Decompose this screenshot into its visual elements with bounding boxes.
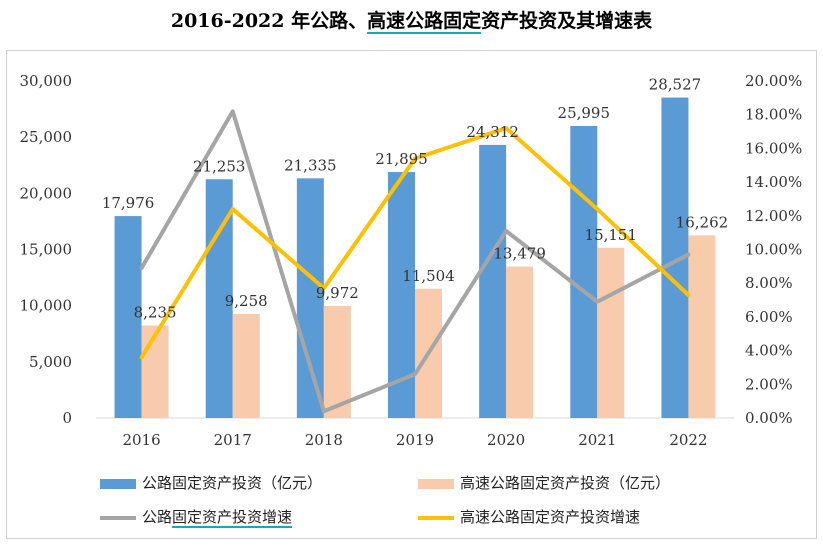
title-post: 资产投资及其增速表 [481,10,653,32]
y-right-tick-label: 8.00% [745,274,793,292]
bar-expressway-investment [506,266,534,418]
y-right-tick-label: 10.00% [745,241,802,259]
bar-expressway-investment [597,247,625,418]
data-label-expressway: 9,258 [225,292,268,310]
y-left-tick-label: 25,000 [20,128,73,146]
y-right-tick-label: 20.00% [745,72,802,90]
data-label-highway: 17,976 [102,194,155,212]
x-tick-label: 2019 [396,431,434,449]
y-right-tick-label: 2.00% [745,375,793,393]
data-label-highway: 21,253 [193,157,246,175]
legend-swatch-bar2 [418,478,454,489]
legend-line1: 公路固定资产投资增速 [100,506,293,528]
legend-line2: 高速公路固定资产投资增速 [418,506,640,527]
title-pre: 2016-2022 年公路、 [170,10,368,32]
data-label-expressway: 15,151 [585,226,638,244]
y-left-tick-label: 5,000 [29,353,72,371]
y-right-tick-label: 18.00% [745,106,802,124]
data-label-expressway: 13,479 [493,245,546,263]
x-tick-label: 2021 [578,431,616,449]
y-left-tick-label: 15,000 [20,241,73,259]
y-left-tick-label: 10,000 [20,297,73,315]
x-tick-label: 2016 [122,431,160,449]
legend-swatch-bar1 [100,478,136,489]
data-label-expressway: 8,235 [134,303,177,321]
data-label-highway: 28,527 [649,76,702,94]
x-tick-label: 2022 [669,431,707,449]
y-left-tick-label: 20,000 [20,184,73,202]
bar-highway-investment [296,178,324,418]
legend-bar1: 公路固定资产投资（亿元） [100,472,322,493]
x-tick-label: 2020 [487,431,525,449]
data-label-expressway: 9,972 [316,284,359,302]
data-label-highway: 24,312 [466,123,519,141]
bar-highway-investment [479,144,507,418]
y-right-tick-label: 4.00% [745,342,793,360]
y-right-tick-label: 6.00% [745,308,793,326]
bar-expressway-investment [323,305,351,418]
data-label-highway: 21,335 [284,156,337,174]
x-tick-label: 2017 [214,431,252,449]
bar-highway-investment [570,125,598,418]
legend-line1-pre: 公路 [142,508,173,526]
y-left-tick-label: 30,000 [20,72,73,90]
bar-highway-investment [114,216,142,418]
bar-expressway-investment [141,325,169,418]
legend-swatch-line1 [100,515,136,520]
y-right-tick-label: 14.00% [745,173,802,191]
data-label-expressway: 11,504 [402,267,455,285]
y-right-tick-label: 0.00% [745,409,793,427]
y-right-tick-label: 16.00% [745,139,802,157]
line-highway-growth [139,109,691,414]
legend-bar1-label: 公路固定资产投资（亿元） [142,474,323,492]
y-left-tick-label: 0 [62,409,72,427]
title-highlight: 高速公路固定 [367,10,482,34]
line-expressway-growth [139,126,691,360]
legend-bar2-label: 高速公路固定资产投资（亿元） [460,474,671,492]
chart-frame [6,50,817,539]
bar-expressway-investment [688,235,716,418]
legend-line2-label: 高速公路固定资产投资增速 [460,508,641,526]
legend-line1-highlight: 固定资产投资增速 [172,508,293,528]
chart-title: 2016-2022 年公路、高速公路固定资产投资及其增速表 [0,6,823,34]
bar-expressway-investment [232,314,260,418]
y-right-tick-label: 12.00% [745,207,802,225]
legend-swatch-line2 [418,515,454,520]
data-label-expressway: 16,262 [676,213,729,231]
legend-bar2: 高速公路固定资产投资（亿元） [418,472,670,493]
x-tick-label: 2018 [305,431,343,449]
data-label-highway: 25,995 [558,104,611,122]
data-label-highway: 21,895 [375,150,428,168]
